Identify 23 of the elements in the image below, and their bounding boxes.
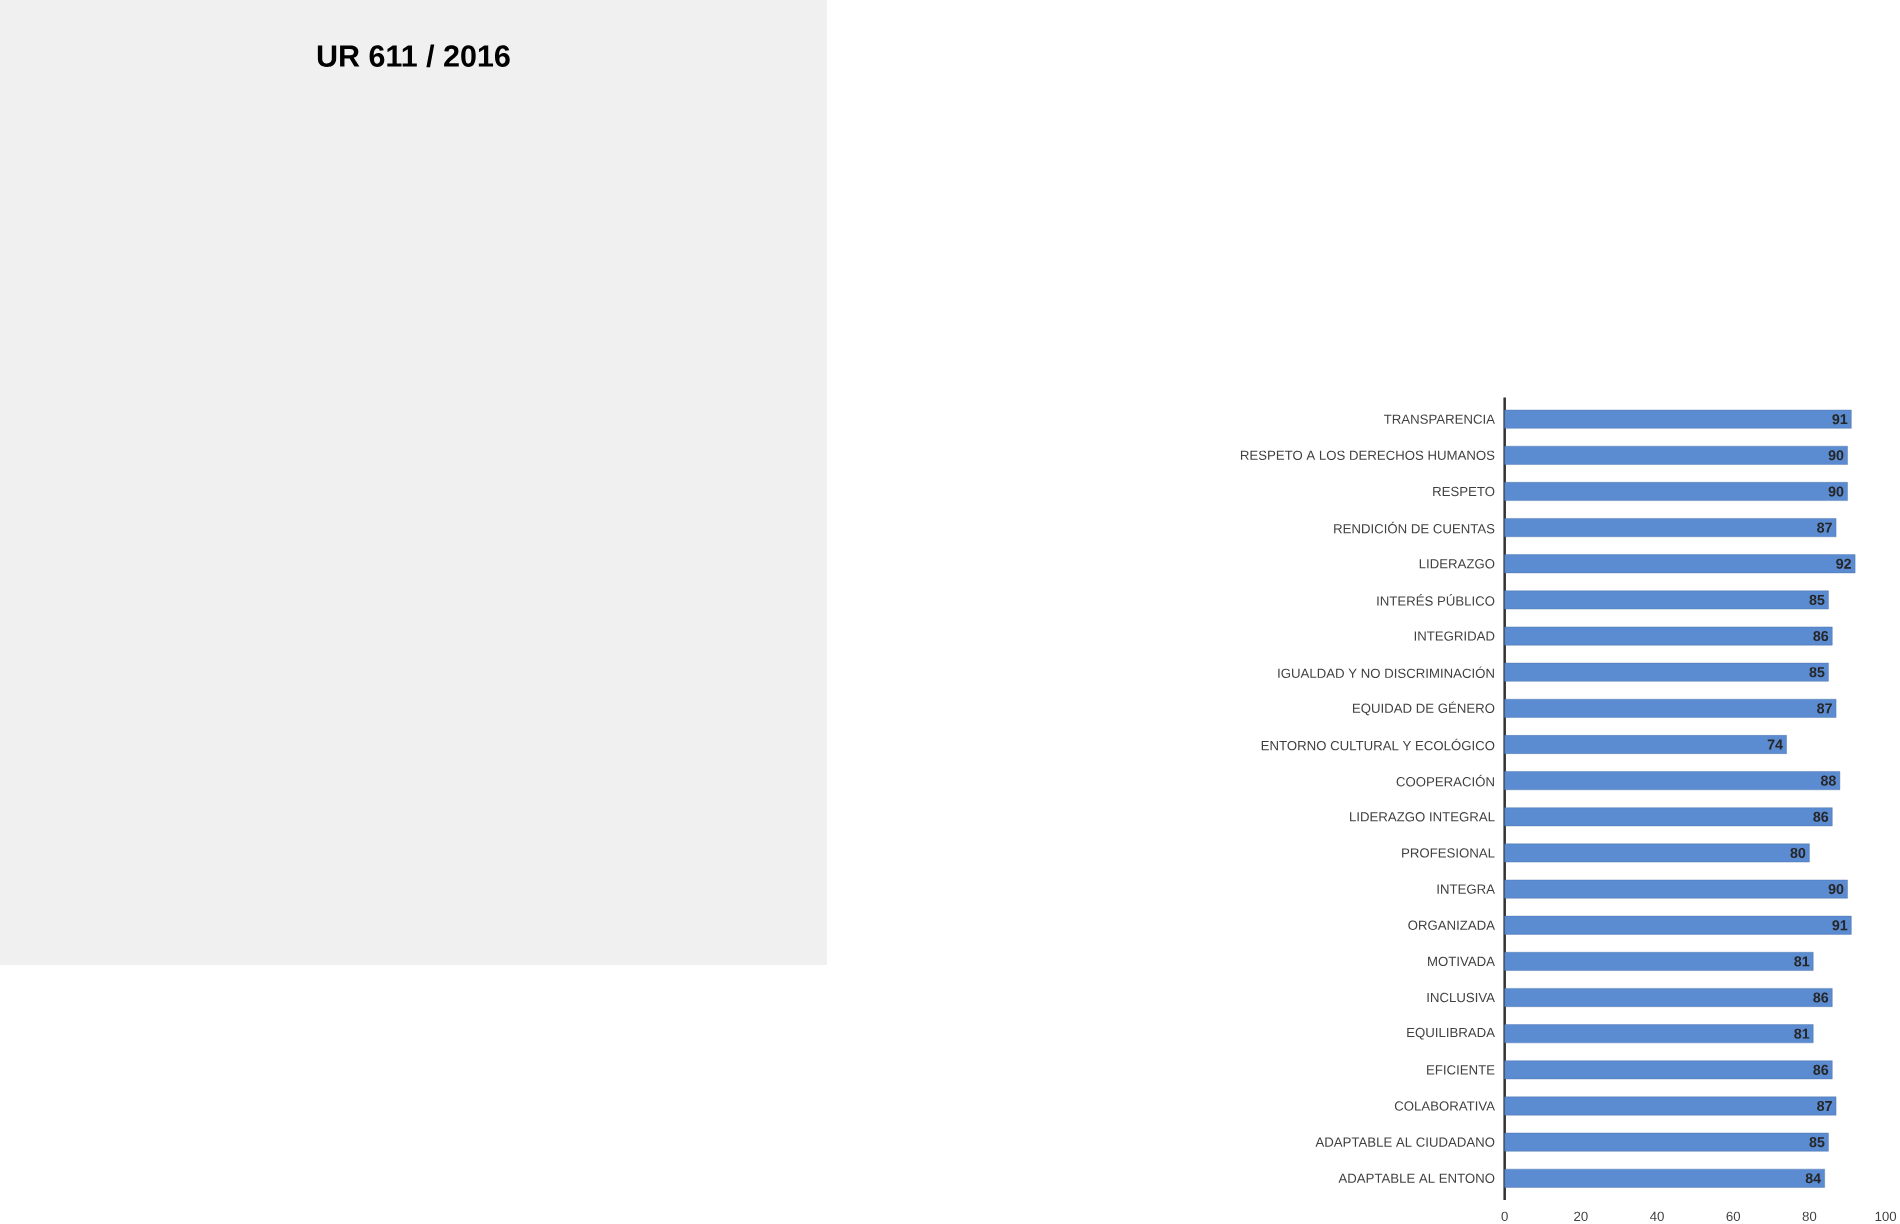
bar — [1504, 1132, 1829, 1152]
bar — [1504, 879, 1848, 899]
bar — [1504, 734, 1787, 754]
bar — [1504, 807, 1833, 826]
bar — [1504, 988, 1833, 1007]
bar — [1504, 481, 1848, 501]
bar — [1504, 771, 1841, 790]
bar — [1504, 1096, 1837, 1116]
bar — [1504, 698, 1837, 718]
bar — [1504, 626, 1833, 646]
bar — [1504, 1060, 1833, 1079]
bar — [1504, 1168, 1825, 1188]
bar — [1504, 915, 1852, 935]
bar — [1504, 951, 1814, 971]
bar — [1504, 662, 1829, 682]
bar — [1504, 409, 1852, 429]
bar — [1504, 843, 1810, 863]
bar — [1504, 445, 1848, 465]
bar — [1504, 1024, 1814, 1043]
bar — [1504, 554, 1856, 573]
text: UR 611 / 2016 — [317, 44, 510, 68]
bar — [1504, 518, 1837, 537]
bar — [1504, 590, 1829, 610]
